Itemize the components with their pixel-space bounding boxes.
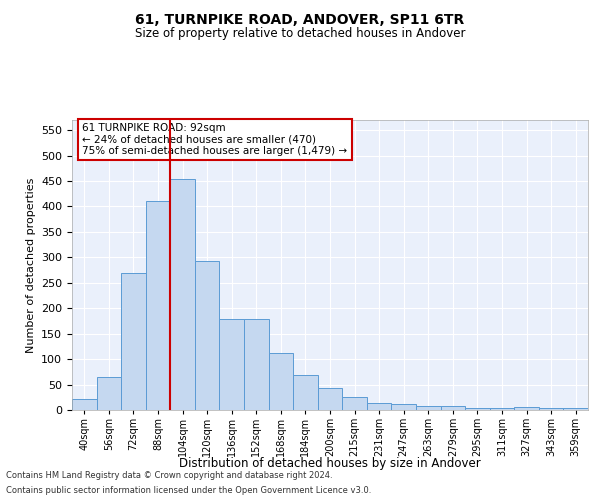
Bar	[195, 261, 220, 410]
Bar	[416, 406, 440, 410]
Bar	[293, 376, 318, 410]
Bar	[244, 319, 269, 410]
Bar	[269, 352, 293, 410]
Bar	[514, 408, 539, 410]
Text: Contains HM Land Registry data © Crown copyright and database right 2024.: Contains HM Land Registry data © Crown c…	[6, 471, 332, 480]
Bar	[342, 398, 367, 410]
Bar	[318, 388, 342, 410]
Bar	[391, 404, 416, 410]
Text: Size of property relative to detached houses in Andover: Size of property relative to detached ho…	[135, 28, 465, 40]
Bar	[220, 319, 244, 410]
Bar	[367, 404, 391, 410]
Text: Distribution of detached houses by size in Andover: Distribution of detached houses by size …	[179, 458, 481, 470]
Bar	[490, 408, 514, 410]
Y-axis label: Number of detached properties: Number of detached properties	[26, 178, 35, 352]
Bar	[97, 377, 121, 410]
Text: Contains public sector information licensed under the Open Government Licence v3: Contains public sector information licen…	[6, 486, 371, 495]
Bar	[440, 406, 465, 410]
Bar	[465, 408, 490, 410]
Bar	[121, 272, 146, 410]
Text: 61 TURNPIKE ROAD: 92sqm
← 24% of detached houses are smaller (470)
75% of semi-d: 61 TURNPIKE ROAD: 92sqm ← 24% of detache…	[82, 123, 347, 156]
Bar	[170, 178, 195, 410]
Bar	[72, 399, 97, 410]
Bar	[146, 202, 170, 410]
Text: 61, TURNPIKE ROAD, ANDOVER, SP11 6TR: 61, TURNPIKE ROAD, ANDOVER, SP11 6TR	[136, 12, 464, 26]
Bar	[563, 408, 588, 410]
Bar	[539, 408, 563, 410]
